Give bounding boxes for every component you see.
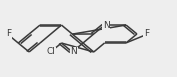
Text: F: F [6,29,11,38]
Text: F: F [144,29,149,38]
Text: N: N [103,21,109,30]
Text: N: N [70,47,77,56]
Text: Cl: Cl [46,47,55,56]
